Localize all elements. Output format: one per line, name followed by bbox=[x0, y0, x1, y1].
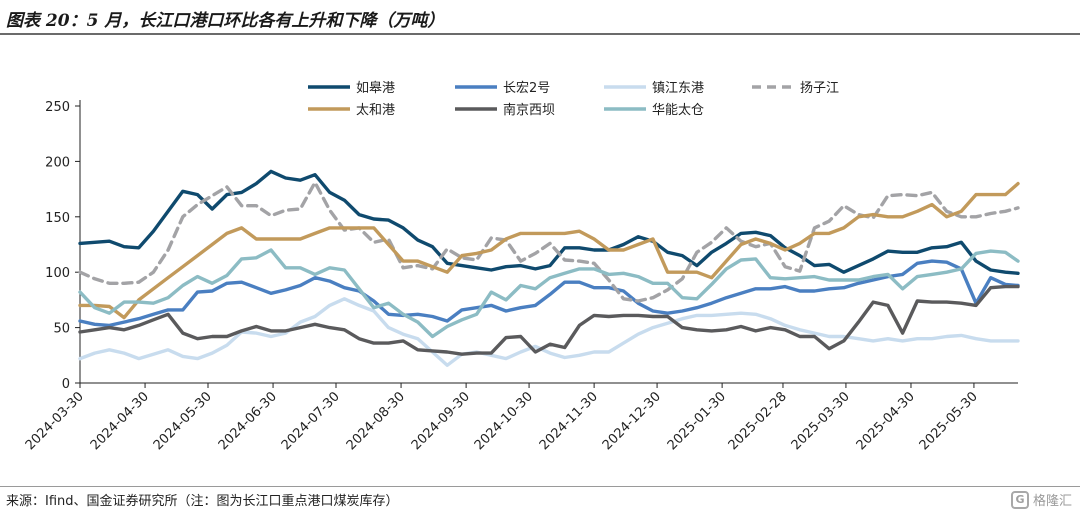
x-tick-label: 2025-05-30 bbox=[917, 389, 981, 453]
series-line-1 bbox=[78, 259, 1020, 328]
legend-label-3: 扬子江 bbox=[800, 81, 839, 96]
watermark-logo-icon: G bbox=[1010, 490, 1029, 509]
x-tick-label: 2024-05-30 bbox=[151, 389, 215, 453]
x-tick-label: 2024-04-30 bbox=[88, 389, 152, 453]
legend-label-0: 如皋港 bbox=[356, 80, 395, 96]
y-tick-label: 250 bbox=[45, 100, 70, 115]
legend-label-5: 南京西坝 bbox=[503, 102, 555, 118]
y-tick-label: 150 bbox=[45, 211, 70, 226]
y-tick-label: 200 bbox=[45, 155, 70, 170]
x-tick-label: 2024-06-30 bbox=[216, 389, 280, 453]
x-tick-label: 2025-03-30 bbox=[789, 389, 853, 453]
legend-label-2: 镇江东港 bbox=[652, 81, 704, 96]
y-tick-label: 0 bbox=[62, 377, 70, 392]
title-bar: 图表 20：5 月，长江口港口环比各有上升和下降（万吨） bbox=[0, 0, 1080, 35]
legend-label-6: 华能太仓 bbox=[652, 103, 704, 118]
y-axis: 0 50 100 150 200 250 bbox=[45, 100, 81, 392]
x-tick-label: 2024-09-30 bbox=[409, 389, 473, 453]
y-tick-label: 100 bbox=[45, 266, 70, 281]
watermark-text: 格隆汇 bbox=[1032, 494, 1072, 509]
x-tick-label: 2024-03-30 bbox=[23, 389, 87, 453]
x-tick-label: 2024-10-30 bbox=[472, 389, 536, 453]
series-line-5 bbox=[78, 284, 1020, 356]
source-note: 来源：Ifind、国金证券研究所（注：图为长江口重点港口煤炭库存） bbox=[6, 494, 399, 509]
series-line-0 bbox=[78, 169, 1020, 276]
chart-title: 图表 20：5 月，长江口港口环比各有上升和下降（万吨） bbox=[6, 11, 445, 31]
x-tick-label: 2025-01-30 bbox=[665, 389, 729, 453]
x-tick-label: 2025-02-28 bbox=[726, 389, 790, 453]
x-tick-label: 2024-11-30 bbox=[537, 389, 601, 453]
series-line-2 bbox=[78, 297, 1020, 367]
y-tick-label: 50 bbox=[53, 322, 70, 337]
footer-rule bbox=[0, 486, 1080, 487]
x-tick-label: 2024-12-30 bbox=[600, 389, 664, 453]
title-rule bbox=[0, 33, 1080, 35]
legend-label-4: 太和港 bbox=[356, 103, 395, 118]
legend-label-1: 长宏2号 bbox=[503, 81, 550, 96]
x-tick-label: 2025-04-30 bbox=[854, 389, 918, 453]
series-line-4 bbox=[78, 181, 1020, 320]
series-lines bbox=[78, 169, 1020, 367]
series-line-6 bbox=[78, 248, 1020, 339]
watermark: G 格隆汇 bbox=[1010, 490, 1072, 509]
x-tick-label: 2024-07-30 bbox=[279, 389, 343, 453]
x-tick-label: 2024-08-30 bbox=[344, 389, 408, 453]
